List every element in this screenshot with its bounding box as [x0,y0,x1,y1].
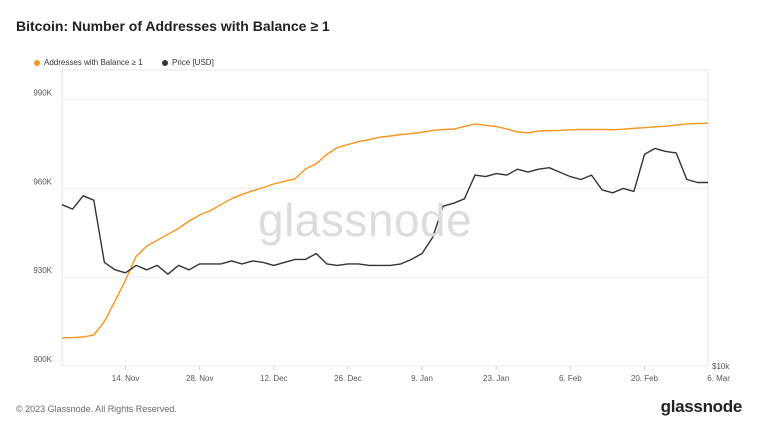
x-tick-label: 28. Nov [186,374,214,383]
legend-label-addresses: Addresses with Balance ≥ 1 [44,58,143,67]
x-tick-label: 20. Feb [631,374,659,383]
x-tick-label: 6. Feb [559,374,582,383]
x-tick-label: 26. Dec [334,374,362,383]
y-tick-label: 930K [33,266,52,275]
watermark: glassnode [258,194,473,246]
y-right-label: $10k [712,362,730,371]
series-line-price [61,147,708,275]
y-tick-label: 990K [33,89,52,98]
axis-layer: 900K 930K 960K 990K 14. Nov 28. Nov 12. Dec 26.… [33,89,730,383]
glassnode-logo: glassnode [660,397,743,416]
x-tick-label: 12. Dec [260,374,288,383]
x-tick-label: 14. Nov [112,374,140,383]
series-layer [61,122,709,339]
x-tick-label: 9. Jan [411,374,433,383]
legend-item-addresses[interactable]: Addresses with Balance ≥ 1 [34,58,143,67]
legend-label-price: Price [USD] [172,58,214,67]
grid-layer [61,69,709,367]
x-tick-label: 23. Jan [483,374,509,383]
chart-title: Bitcoin: Number of Addresses with Balanc… [16,18,330,34]
legend-dot-addresses [34,59,40,66]
series-line-addresses [61,122,709,339]
footer-copyright: © 2023 Glassnode. All Rights Reserved. [16,404,177,414]
y-tick-label: 960K [33,177,52,186]
x-tick-label: 6. Mar [707,374,730,383]
legend-item-price[interactable]: Price [USD] [162,58,214,67]
y-tick-label: 900K [33,355,52,364]
legend-dot-price [162,59,168,66]
